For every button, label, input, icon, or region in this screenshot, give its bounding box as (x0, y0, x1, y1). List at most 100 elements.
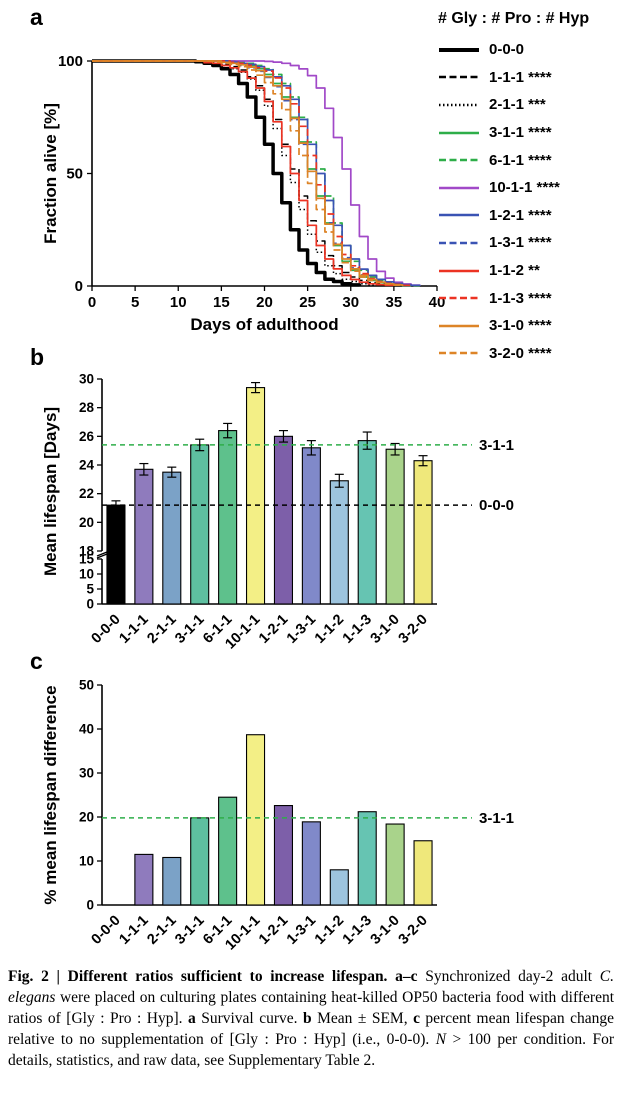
legend-line-swatch (439, 296, 479, 300)
caption-run: b (302, 1010, 312, 1028)
svg-text:1-1-1: 1-1-1 (116, 612, 151, 647)
svg-text:1-3-1: 1-3-1 (284, 612, 319, 647)
caption-run: percent mean lifespan change relative to… (8, 1010, 614, 1049)
svg-text:30: 30 (79, 766, 94, 781)
svg-text:20: 20 (79, 515, 94, 530)
legend-line-swatch (439, 324, 479, 327)
svg-text:20: 20 (79, 810, 94, 825)
caption-run: a (187, 1010, 196, 1028)
legend-label: 10-1-1 **** (489, 179, 560, 197)
legend-items: 0-0-0 1-1-1 **** 2-1-1 *** 3-1-1 **** 6-1-1 … (438, 36, 616, 367)
svg-text:Fraction alive [%]: Fraction alive [%] (41, 103, 60, 244)
svg-text:5: 5 (131, 294, 139, 311)
caption-run: Survival curve. (195, 1010, 303, 1028)
survival-legend: # Gly : # Pro : # Hyp 0-0-0 1-1-1 **** 2-1… (438, 10, 616, 367)
legend-label: 1-1-1 **** (489, 68, 552, 86)
legend-item: 1-2-1 **** (438, 202, 616, 230)
svg-text:0: 0 (88, 294, 96, 311)
svg-text:24: 24 (79, 458, 95, 473)
legend-label: 1-1-3 **** (489, 289, 552, 307)
svg-text:50: 50 (79, 678, 94, 693)
svg-text:0-0-0: 0-0-0 (479, 497, 514, 514)
svg-text:1-2-1: 1-2-1 (256, 612, 291, 647)
svg-text:3-2-0: 3-2-0 (396, 913, 431, 948)
svg-text:3-1-1: 3-1-1 (172, 913, 207, 948)
svg-text:3-1-1: 3-1-1 (479, 810, 514, 827)
svg-text:2-1-1: 2-1-1 (144, 612, 179, 647)
svg-text:3-1-1: 3-1-1 (479, 437, 514, 454)
svg-text:0-0-0: 0-0-0 (89, 612, 124, 647)
svg-text:40: 40 (79, 722, 94, 737)
legend-line-swatch (439, 158, 479, 162)
svg-text:20: 20 (256, 294, 273, 311)
legend-item: 3-1-0 **** (438, 312, 616, 340)
legend-label: 2-1-1 *** (489, 96, 546, 114)
svg-text:1-1-1: 1-1-1 (116, 913, 151, 948)
legend-line-swatch (439, 131, 479, 134)
svg-text:0: 0 (86, 898, 94, 913)
svg-text:0-0-0: 0-0-0 (89, 913, 124, 948)
svg-text:22: 22 (79, 486, 94, 501)
svg-text:10: 10 (79, 854, 94, 869)
svg-text:50: 50 (66, 166, 83, 183)
svg-text:15: 15 (213, 294, 230, 311)
legend-item: 6-1-1 **** (438, 146, 616, 174)
legend-item: 1-1-3 **** (438, 284, 616, 312)
svg-text:3-1-1: 3-1-1 (172, 612, 207, 647)
svg-text:10: 10 (170, 294, 187, 311)
svg-text:3-1-0: 3-1-0 (368, 913, 403, 948)
svg-text:0: 0 (86, 597, 94, 612)
legend-item: 10-1-1 **** (438, 174, 616, 202)
legend-label: 1-1-2 ** (489, 262, 540, 280)
svg-text:3-2-0: 3-2-0 (396, 612, 431, 647)
legend-line-swatch (439, 269, 479, 272)
svg-text:26: 26 (79, 429, 95, 444)
svg-text:35: 35 (386, 294, 403, 311)
legend-item: 1-3-1 **** (438, 229, 616, 257)
legend-label: 0-0-0 (489, 41, 525, 59)
legend-title: # Gly : # Pro : # Hyp (438, 10, 590, 27)
panel-b-label: b (30, 344, 45, 370)
legend-line-swatch (439, 214, 479, 217)
svg-text:15: 15 (79, 552, 95, 567)
svg-text:1-2-1: 1-2-1 (256, 913, 291, 948)
legend-label: 3-1-0 **** (489, 317, 552, 335)
svg-text:Days of adulthood: Days of adulthood (190, 315, 338, 334)
caption-run: c (413, 1010, 420, 1028)
svg-text:18: 18 (79, 544, 95, 559)
panel-a-label: a (30, 4, 43, 30)
svg-text:1-1-3: 1-1-3 (340, 913, 375, 948)
caption-run: were placed on culturing plates containi… (8, 989, 614, 1028)
legend-item: 0-0-0 (438, 36, 616, 64)
panel-c-label: c (30, 648, 43, 674)
lifespan-difference-chart: 010203040500-0-01-1-12-1-13-1-16-1-110-1… (41, 678, 514, 954)
svg-text:3-1-0: 3-1-0 (368, 612, 403, 647)
legend-line-swatch (439, 47, 479, 52)
caption-run: > 100 per condition. For details, statis… (8, 1031, 614, 1070)
svg-text:1-3-1: 1-3-1 (284, 913, 319, 948)
svg-text:1-1-2: 1-1-2 (312, 913, 347, 948)
legend-line-swatch (439, 352, 479, 355)
svg-text:100: 100 (58, 53, 83, 70)
caption-run: a–c (395, 968, 418, 985)
svg-text:28: 28 (79, 400, 95, 415)
legend-item: 1-1-1 **** (438, 64, 616, 92)
caption-run: Synchronized day-2 adult (417, 968, 600, 985)
legend-item: 3-1-1 **** (438, 119, 616, 147)
legend-item: 1-1-2 ** (438, 257, 616, 285)
figure-caption: Fig. 2 | Different ratios sufficient to … (8, 966, 614, 1071)
svg-text:30: 30 (342, 294, 359, 311)
mean-lifespan-chart: 182022242628300510150-0-01-1-12-1-13-1-1… (41, 372, 514, 653)
caption-run: C. elegans (8, 968, 614, 1007)
legend-line-swatch (439, 186, 479, 189)
svg-text:25: 25 (299, 294, 316, 311)
legend-label: 1-2-1 **** (489, 206, 552, 224)
legend-line-swatch (439, 76, 479, 79)
legend-label: 6-1-1 **** (489, 151, 552, 169)
svg-text:2-1-1: 2-1-1 (144, 913, 179, 948)
svg-text:1-1-3: 1-1-3 (340, 612, 375, 647)
svg-text:% mean lifespan difference: % mean lifespan difference (41, 685, 60, 904)
legend-item: 3-2-0 **** (438, 340, 616, 368)
